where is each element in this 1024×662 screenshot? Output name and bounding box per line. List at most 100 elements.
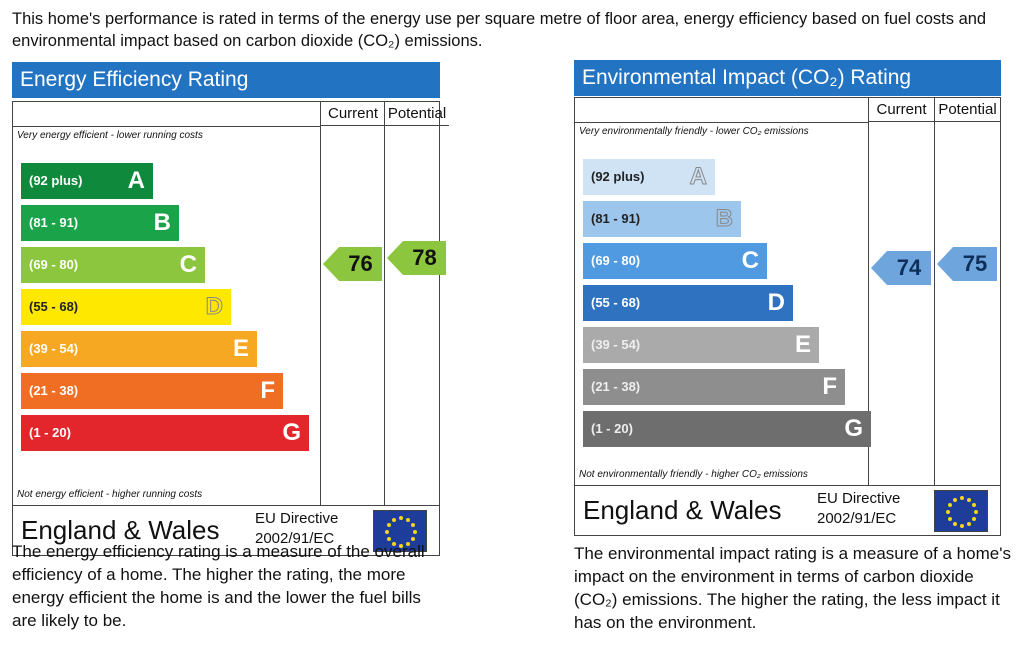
- eu-star: [411, 523, 416, 527]
- rating-table: Current Potential Very energy efficient - …: [12, 101, 449, 556]
- band-range: (21 - 38): [29, 383, 79, 398]
- eu-star: [972, 517, 977, 521]
- rating-table: Current Potential Very environmentally fri…: [574, 97, 1001, 536]
- directive-code: 2002/91/EC: [255, 530, 335, 547]
- eu-star: [392, 517, 396, 522]
- chart-title: Energy Efficiency Rating: [12, 62, 440, 98]
- eu-star: [960, 524, 964, 528]
- band-range: (39 - 54): [591, 337, 641, 352]
- intro-text: This home's performance is rated in term…: [12, 10, 987, 50]
- eu-star: [967, 497, 971, 502]
- band-letter: F: [260, 377, 275, 404]
- column-divider: [384, 126, 385, 505]
- column-divider: [934, 122, 935, 485]
- directive-label: EU Directive: [817, 490, 901, 507]
- eu-flag-icon: [373, 510, 427, 552]
- band-letter: D: [205, 293, 223, 321]
- column-header-potential: Potential: [934, 98, 1000, 122]
- rating-band-c: (69 - 80) C: [21, 247, 205, 283]
- directive-code: 2002/91/EC: [817, 510, 897, 527]
- eu-star: [406, 542, 410, 547]
- current-pointer-arrow: [323, 247, 382, 281]
- band-range: (69 - 80): [29, 257, 79, 272]
- rating-band-e: (39 - 54) E: [21, 331, 257, 367]
- potential-rating-pointer: 78: [387, 241, 446, 275]
- footer-divider: [575, 485, 1000, 486]
- footer-directive: EU Directive 2002/91/EC: [817, 489, 900, 529]
- band-letter: A: [689, 163, 707, 191]
- band-letter: B: [715, 205, 733, 233]
- bottom-note: Not environmentally friendly - higher CO…: [579, 469, 808, 480]
- eu-star: [960, 496, 964, 500]
- rating-panel-energy: Energy Efficiency Rating Current Potential…: [12, 62, 449, 662]
- footer-divider: [13, 505, 439, 506]
- band-range: (39 - 54): [29, 341, 79, 356]
- potential-rating-value: 78: [412, 245, 437, 270]
- chart-title: Environmental Impact (CO₂) Rating: [574, 60, 1001, 96]
- rating-band-f: (21 - 38) F: [21, 373, 283, 409]
- column-divider: [868, 122, 869, 485]
- band-range: (92 plus): [591, 169, 645, 184]
- footer-directive: EU Directive 2002/91/EC: [255, 509, 338, 549]
- rating-band-f: (21 - 38) F: [583, 369, 845, 405]
- rating-description: The environmental impact rating is a mea…: [574, 544, 1011, 632]
- band-range: (55 - 68): [591, 295, 641, 310]
- footer-region: England & Wales: [21, 515, 220, 545]
- eu-flag-icon: [934, 490, 988, 532]
- potential-pointer-arrow: [387, 241, 446, 275]
- rating-band-e: (39 - 54) E: [583, 327, 819, 363]
- band-letter: G: [282, 419, 301, 446]
- current-rating-pointer: 76: [323, 247, 382, 281]
- band-range: (81 - 91): [29, 215, 79, 230]
- band-letter: B: [153, 209, 171, 236]
- current-rating-pointer: 74: [871, 251, 931, 285]
- rating-band-b: (81 - 91) B: [21, 205, 179, 241]
- eu-star: [413, 530, 417, 534]
- eu-star: [947, 517, 952, 521]
- band-letter: C: [741, 247, 759, 274]
- band-letter: A: [127, 167, 145, 194]
- band-range: (1 - 20): [29, 425, 71, 440]
- eu-star: [953, 522, 957, 527]
- band-range: (55 - 68): [29, 299, 79, 314]
- band-letter: F: [822, 373, 837, 400]
- current-rating-value: 74: [896, 255, 922, 280]
- eu-star: [399, 516, 403, 520]
- footer-region: England & Wales: [583, 495, 782, 525]
- band-letter: C: [179, 251, 197, 278]
- band-range: (92 plus): [29, 173, 83, 188]
- column-header-current: Current: [868, 98, 934, 122]
- current-pointer-arrow: [871, 251, 931, 285]
- eu-star: [386, 537, 391, 541]
- current-pointer-shape: [871, 251, 931, 285]
- eu-star: [411, 537, 416, 541]
- eu-star: [385, 530, 389, 534]
- band-letter: E: [232, 335, 249, 362]
- band-letter: G: [844, 415, 863, 442]
- bottom-note: Not energy efficient - higher running co…: [17, 489, 203, 500]
- rating-band-a: (92 plus) A: [583, 159, 715, 195]
- rating-band-d: (55 - 68) D: [583, 285, 793, 321]
- rating-band-g: (1 - 20) G: [583, 411, 871, 447]
- top-note: Very energy efficient - lower running co…: [17, 130, 203, 141]
- column-divider: [320, 126, 321, 505]
- header-divider: [13, 126, 320, 127]
- band-range: (69 - 80): [591, 253, 641, 268]
- rating-band-d: (55 - 68) D: [21, 289, 231, 325]
- potential-rating-value: 75: [962, 251, 988, 276]
- rating-band-a: (92 plus) A: [21, 163, 153, 199]
- directive-label: EU Directive: [255, 510, 339, 527]
- eu-star: [967, 522, 971, 527]
- band-letter: D: [767, 289, 785, 316]
- band-range: (1 - 20): [591, 421, 633, 436]
- band-range: (81 - 91): [591, 211, 641, 226]
- rating-band-c: (69 - 80) C: [583, 243, 767, 279]
- eu-star: [946, 510, 950, 514]
- top-note: Very environmentally friendly - lower CO…: [579, 126, 809, 137]
- rating-description: The energy efficiency rating is a measur…: [12, 542, 425, 630]
- potential-pointer-arrow: [937, 247, 997, 281]
- rating-panel-environmental: Environmental Impact (CO₂) Rating Current…: [574, 60, 1011, 660]
- band-letter: E: [794, 331, 811, 358]
- current-rating-value: 76: [348, 251, 373, 276]
- current-pointer-shape: [323, 247, 382, 281]
